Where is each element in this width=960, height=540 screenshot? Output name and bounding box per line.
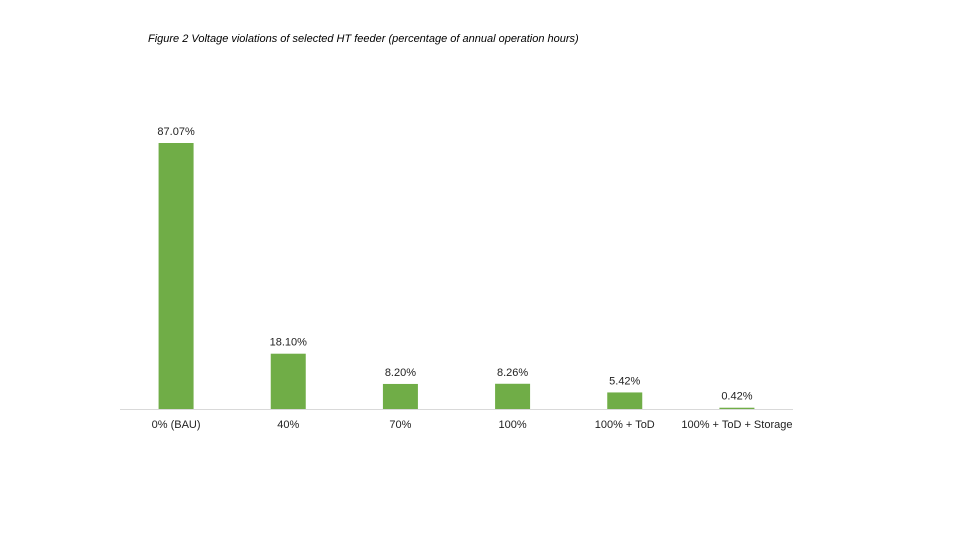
- figure-title: Figure 2 Voltage violations of selected …: [148, 33, 579, 45]
- data-label: 0.42%: [721, 391, 752, 403]
- tick-labels-group: 0% (BAU) 40% 70% 100% 100% + ToD 100% + ToD +…: [152, 419, 793, 431]
- data-label: 5.42%: [609, 375, 640, 387]
- bar: [158, 143, 194, 409]
- data-label: 18.10%: [270, 337, 308, 349]
- x-tick-label: 0% (BAU): [152, 419, 201, 431]
- bar: [495, 383, 531, 409]
- bar: [382, 383, 418, 409]
- bar: [270, 353, 306, 409]
- data-label: 87.07%: [157, 126, 195, 138]
- data-label: 8.20%: [385, 367, 416, 379]
- bars-group: [158, 143, 755, 409]
- data-labels-group: 87.07% 18.10% 8.20% 8.26% 5.42% 0.42%: [157, 126, 752, 403]
- x-tick-label: 70%: [389, 419, 411, 431]
- x-tick-label: 100%: [499, 419, 527, 431]
- x-tick-label: 40%: [277, 419, 299, 431]
- x-tick-label: 100% + ToD + Storage: [681, 419, 792, 431]
- bar: [719, 407, 755, 409]
- data-label: 8.26%: [497, 367, 528, 379]
- bar: [607, 392, 643, 409]
- x-tick-label: 100% + ToD: [595, 419, 655, 431]
